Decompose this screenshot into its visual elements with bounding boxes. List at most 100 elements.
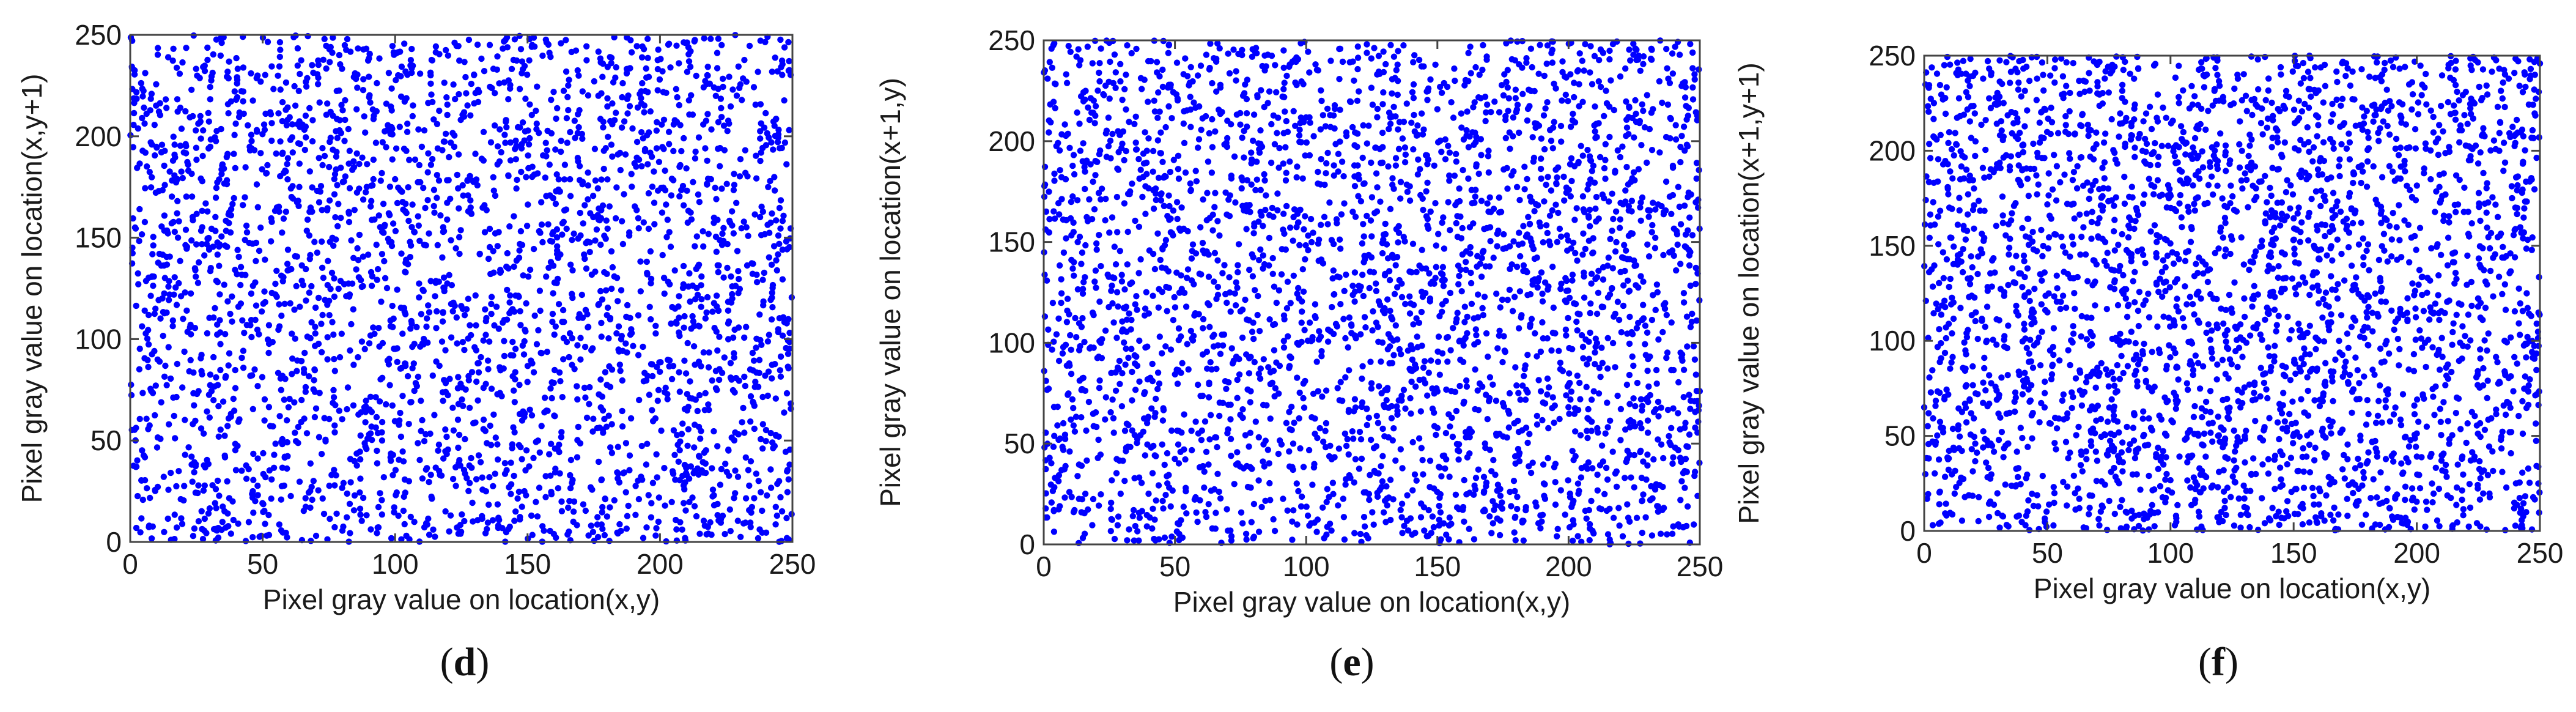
data-point bbox=[306, 105, 313, 111]
data-point bbox=[609, 264, 616, 271]
data-point bbox=[548, 395, 555, 402]
data-point bbox=[1486, 513, 1493, 520]
data-point bbox=[1141, 312, 1148, 319]
data-point bbox=[194, 72, 201, 79]
data-point bbox=[603, 217, 610, 224]
data-point bbox=[386, 184, 394, 190]
data-point bbox=[333, 128, 339, 135]
data-point bbox=[409, 201, 416, 208]
data-point bbox=[1446, 514, 1453, 521]
data-point bbox=[1261, 171, 1268, 178]
data-point bbox=[1467, 243, 1474, 251]
data-point bbox=[1313, 67, 1321, 73]
data-point bbox=[1652, 234, 1659, 241]
data-point bbox=[212, 134, 218, 141]
data-point bbox=[1454, 213, 1461, 220]
data-point bbox=[295, 423, 301, 431]
data-point bbox=[374, 524, 381, 531]
data-point bbox=[769, 69, 776, 75]
data-point bbox=[1374, 114, 1381, 121]
data-point bbox=[375, 503, 382, 511]
data-point bbox=[364, 251, 372, 258]
data-point bbox=[1613, 239, 1620, 246]
data-point bbox=[482, 530, 489, 536]
data-point bbox=[1343, 442, 1350, 450]
data-point bbox=[1283, 72, 1290, 80]
data-point bbox=[416, 456, 423, 464]
data-point bbox=[531, 312, 538, 319]
data-point bbox=[328, 269, 336, 276]
data-point bbox=[609, 121, 616, 128]
data-point bbox=[475, 360, 482, 366]
data-point bbox=[331, 467, 338, 473]
data-point bbox=[1387, 308, 1393, 314]
data-point bbox=[1059, 350, 1066, 357]
data-point bbox=[377, 177, 384, 184]
data-point bbox=[259, 131, 266, 138]
data-point bbox=[152, 305, 159, 312]
data-point bbox=[549, 318, 556, 325]
data-point bbox=[708, 126, 715, 133]
data-point bbox=[1318, 353, 1325, 360]
data-point bbox=[147, 292, 154, 299]
data-point bbox=[640, 535, 647, 541]
data-point bbox=[152, 486, 158, 494]
data-point bbox=[1175, 166, 1182, 172]
data-point bbox=[551, 366, 558, 374]
data-point bbox=[1302, 213, 1308, 220]
data-point bbox=[783, 514, 790, 522]
data-point bbox=[326, 415, 333, 423]
data-point bbox=[751, 495, 758, 502]
data-point bbox=[1419, 131, 1426, 138]
data-point bbox=[1138, 480, 1145, 486]
data-point bbox=[519, 342, 526, 349]
data-point bbox=[705, 231, 712, 237]
data-point bbox=[439, 254, 446, 261]
data-point bbox=[512, 137, 519, 144]
data-point bbox=[169, 323, 176, 330]
data-point bbox=[765, 368, 772, 375]
data-point bbox=[692, 362, 698, 368]
data-point bbox=[1064, 295, 1071, 302]
data-point bbox=[1070, 404, 1077, 412]
data-point bbox=[1125, 421, 1132, 429]
data-point bbox=[1274, 190, 1281, 197]
data-point bbox=[416, 237, 423, 244]
data-point bbox=[1282, 144, 1289, 150]
data-point bbox=[507, 139, 514, 146]
data-point bbox=[1247, 209, 1253, 215]
data-point bbox=[301, 349, 308, 357]
data-point bbox=[397, 73, 404, 80]
data-point bbox=[1181, 139, 1188, 146]
data-point bbox=[644, 89, 651, 95]
data-point bbox=[1062, 341, 1069, 348]
data-point bbox=[426, 478, 432, 486]
data-point bbox=[318, 451, 325, 458]
data-point bbox=[363, 45, 370, 52]
data-point bbox=[434, 195, 440, 201]
data-point bbox=[1050, 506, 1057, 513]
data-point bbox=[329, 319, 336, 325]
data-point bbox=[450, 81, 457, 88]
data-point bbox=[599, 509, 605, 516]
data-point bbox=[225, 110, 232, 117]
data-point bbox=[589, 486, 596, 493]
data-point bbox=[1615, 505, 1622, 511]
data-point bbox=[1556, 347, 1562, 354]
data-point bbox=[297, 141, 303, 147]
data-point bbox=[567, 261, 574, 268]
data-point bbox=[405, 217, 412, 224]
data-point bbox=[262, 110, 269, 117]
data-point bbox=[555, 176, 562, 183]
data-point bbox=[210, 397, 217, 404]
data-point bbox=[287, 300, 293, 307]
data-point bbox=[1546, 127, 1554, 133]
data-point bbox=[772, 503, 780, 510]
data-point bbox=[762, 426, 770, 434]
data-point bbox=[785, 476, 792, 483]
data-point bbox=[262, 256, 268, 263]
data-point bbox=[696, 199, 703, 206]
data-point bbox=[233, 96, 240, 103]
data-point bbox=[197, 425, 205, 432]
data-point bbox=[411, 387, 418, 395]
